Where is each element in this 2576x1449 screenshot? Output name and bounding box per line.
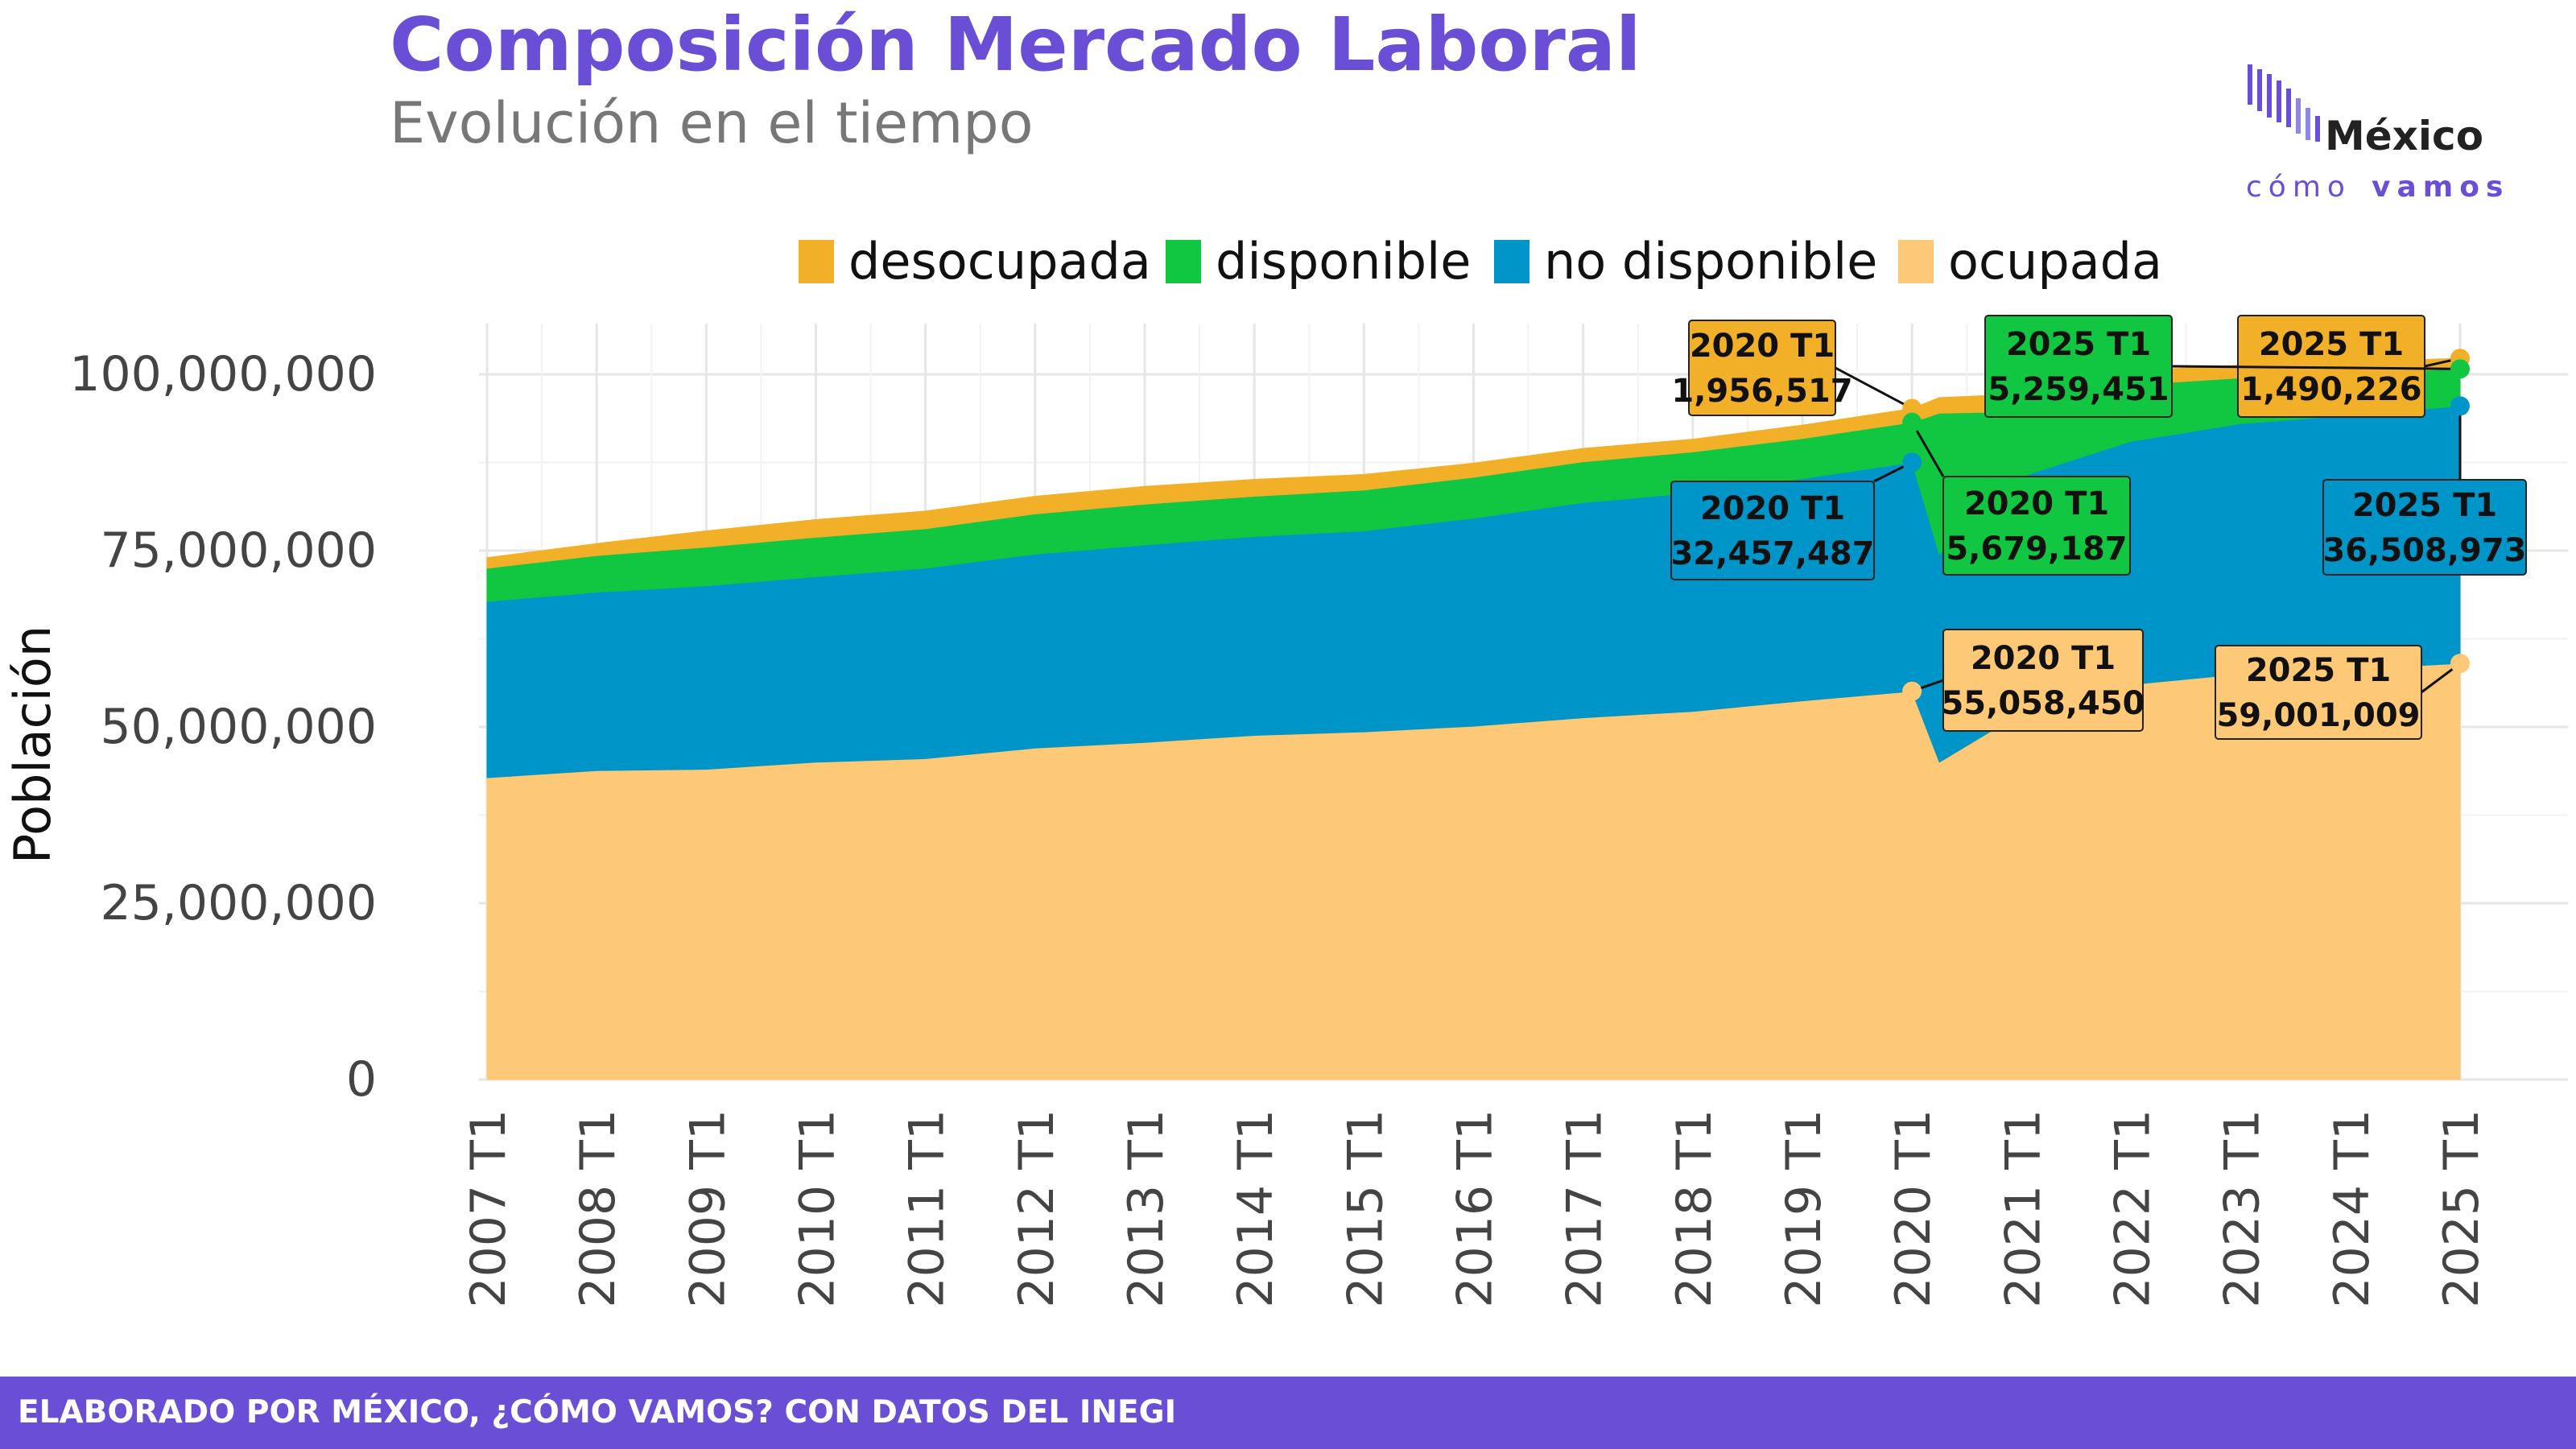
legend-swatch-ocupada: [1898, 240, 1934, 283]
logo-name: México: [2325, 113, 2483, 159]
annotation-value-label: 5,679,187: [1946, 530, 2127, 568]
logo-tagline-bold: vamos: [2372, 171, 2509, 204]
x-axis-tick-labels: 2007 T1 2008 T1 2009 T1 2010 T1 2011 T1 2012 …: [460, 1109, 2490, 1308]
annotation-point: [1902, 412, 1922, 432]
x-tick-label: 2014 T1: [1228, 1109, 1284, 1308]
annotation-period-label: 2025 T1: [2246, 652, 2391, 689]
annotation-leader-line: [2171, 365, 2461, 370]
legend-label-disponible: disponible: [1216, 232, 1471, 291]
annotation-label-box: [1670, 481, 1875, 580]
annotation-value-label: 5,259,451: [1988, 371, 2169, 408]
annotation-label-box: [2322, 479, 2527, 576]
annotation-point: [1902, 681, 1922, 701]
logo-bars-icon: [2248, 64, 2320, 142]
x-tick-label: 2019 T1: [1776, 1109, 1832, 1308]
stacked-areas: [486, 357, 2461, 1080]
y-axis-tick-labels: 0 25,000,000 50,000,000 75,000,000 100,000,0…: [69, 346, 377, 1108]
legend-swatch-disponible: [1166, 240, 1201, 283]
y-tick-label: 100,000,000: [69, 346, 377, 402]
y-tick-label: 50,000,000: [100, 699, 377, 755]
logo-tagline-light: cómo: [2246, 171, 2351, 204]
x-tick-label: 2024 T1: [2324, 1109, 2380, 1308]
legend: desocupada disponible no disponible ocupada: [799, 232, 2162, 291]
annotation-value-label: 32,457,487: [1670, 535, 1874, 572]
x-tick-label: 2016 T1: [1447, 1109, 1504, 1308]
legend-label-no-disponible: no disponible: [1544, 232, 1877, 291]
y-tick-label: 25,000,000: [100, 875, 377, 931]
annotation-label-box: [1688, 320, 1836, 416]
annotation-point: [2450, 396, 2470, 416]
annotation-period-label: 2025 T1: [2352, 487, 2497, 524]
annotation-value-label: 55,058,450: [1941, 685, 2145, 722]
x-tick-label: 2012 T1: [1009, 1109, 1065, 1308]
x-tick-label: 2011 T1: [899, 1109, 956, 1308]
mexico-como-vamos-logo: México cómo vamos: [2246, 64, 2509, 204]
annotation-period-label: 2025 T1: [2006, 326, 2151, 363]
x-tick-label: 2010 T1: [790, 1109, 846, 1308]
y-axis-title: Población: [3, 625, 62, 864]
annotation-period-label: 2020 T1: [1964, 485, 2109, 522]
annotation-markers: 2020 T1 1,956,517 2020 T1 5,679,187 2020 T1 3…: [1670, 315, 2527, 740]
annotation-point: [1902, 398, 1922, 419]
annotation-value-label: 1,956,517: [1671, 373, 1852, 410]
annotation-period-label: 2025 T1: [2259, 326, 2404, 363]
y-tick-label: 0: [346, 1051, 377, 1108]
x-tick-label: 2008 T1: [570, 1109, 626, 1308]
x-tick-label: 2021 T1: [1995, 1109, 2051, 1308]
annotation-period-label: 2020 T1: [1700, 490, 1845, 527]
x-tick-label: 2009 T1: [679, 1109, 736, 1308]
x-tick-label: 2015 T1: [1337, 1109, 1393, 1308]
x-tick-label: 2013 T1: [1118, 1109, 1174, 1308]
annotation-leader-line: [1910, 421, 1945, 477]
x-tick-label: 2025 T1: [2434, 1109, 2490, 1308]
annotation-point: [2450, 654, 2470, 674]
annotation-label-box: [1942, 629, 2144, 732]
annotation-period-label: 2020 T1: [1690, 328, 1835, 365]
x-tick-label: 2017 T1: [1557, 1109, 1613, 1308]
y-tick-label: 75,000,000: [100, 522, 377, 579]
annotation-label-box: [1942, 476, 2131, 576]
chart-subtitle: Evolución en el tiempo: [390, 90, 1034, 156]
x-tick-label: 2020 T1: [1885, 1109, 1942, 1308]
annotation-value-label: 36,508,973: [2322, 532, 2526, 569]
legend-label-ocupada: ocupada: [1948, 232, 2162, 291]
annotation-label-box: [2215, 645, 2422, 740]
footer-credit: ELABORADO POR MÉXICO, ¿CÓMO VAMOS? CON D…: [0, 1377, 2576, 1449]
x-tick-label: 2023 T1: [2215, 1109, 2271, 1308]
annotation-value-label: 1,490,226: [2240, 371, 2421, 408]
annotation-leader-line: [1835, 366, 1913, 410]
annotation-period-label: 2020 T1: [1971, 640, 2116, 677]
x-tick-label: 2018 T1: [1666, 1109, 1723, 1308]
annotation-point: [2450, 359, 2470, 379]
chart-title: Composición Mercado Laboral: [390, 2, 1641, 88]
legend-swatch-desocupada: [799, 240, 834, 283]
annotation-label-box: [1984, 315, 2173, 418]
x-tick-label: 2022 T1: [2105, 1109, 2161, 1308]
annotation-value-label: 59,001,009: [2216, 697, 2420, 734]
annotation-point: [1902, 452, 1922, 473]
legend-swatch-no-disponible: [1494, 240, 1530, 283]
x-tick-label: 2007 T1: [460, 1109, 517, 1308]
legend-label-desocupada: desocupada: [848, 232, 1151, 291]
labor-market-area-chart: 2020 T1 1,956,517 2020 T1 5,679,187 2020 T1 3…: [3, 232, 2568, 1308]
